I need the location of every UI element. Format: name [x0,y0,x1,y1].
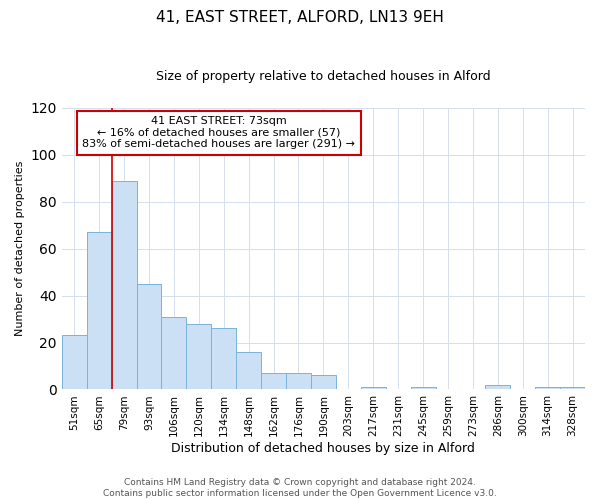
Bar [236,352,261,390]
Text: Contains HM Land Registry data © Crown copyright and database right 2024.
Contai: Contains HM Land Registry data © Crown c… [103,478,497,498]
Bar [485,385,510,390]
Text: 41 EAST STREET: 73sqm
← 16% of detached houses are smaller (57)
83% of semi-deta: 41 EAST STREET: 73sqm ← 16% of detached … [82,116,355,150]
Title: Size of property relative to detached houses in Alford: Size of property relative to detached ho… [156,70,491,83]
Bar [535,387,560,390]
Bar [410,387,436,390]
Bar [361,387,386,390]
Bar [187,324,211,390]
Bar [560,387,585,390]
Bar [62,336,87,390]
Bar [112,180,137,390]
Bar [311,376,336,390]
Text: 41, EAST STREET, ALFORD, LN13 9EH: 41, EAST STREET, ALFORD, LN13 9EH [156,10,444,25]
Bar [161,316,187,390]
X-axis label: Distribution of detached houses by size in Alford: Distribution of detached houses by size … [172,442,475,455]
Y-axis label: Number of detached properties: Number of detached properties [15,161,25,336]
Bar [211,328,236,390]
Bar [261,373,286,390]
Bar [87,232,112,390]
Bar [286,373,311,390]
Bar [137,284,161,390]
